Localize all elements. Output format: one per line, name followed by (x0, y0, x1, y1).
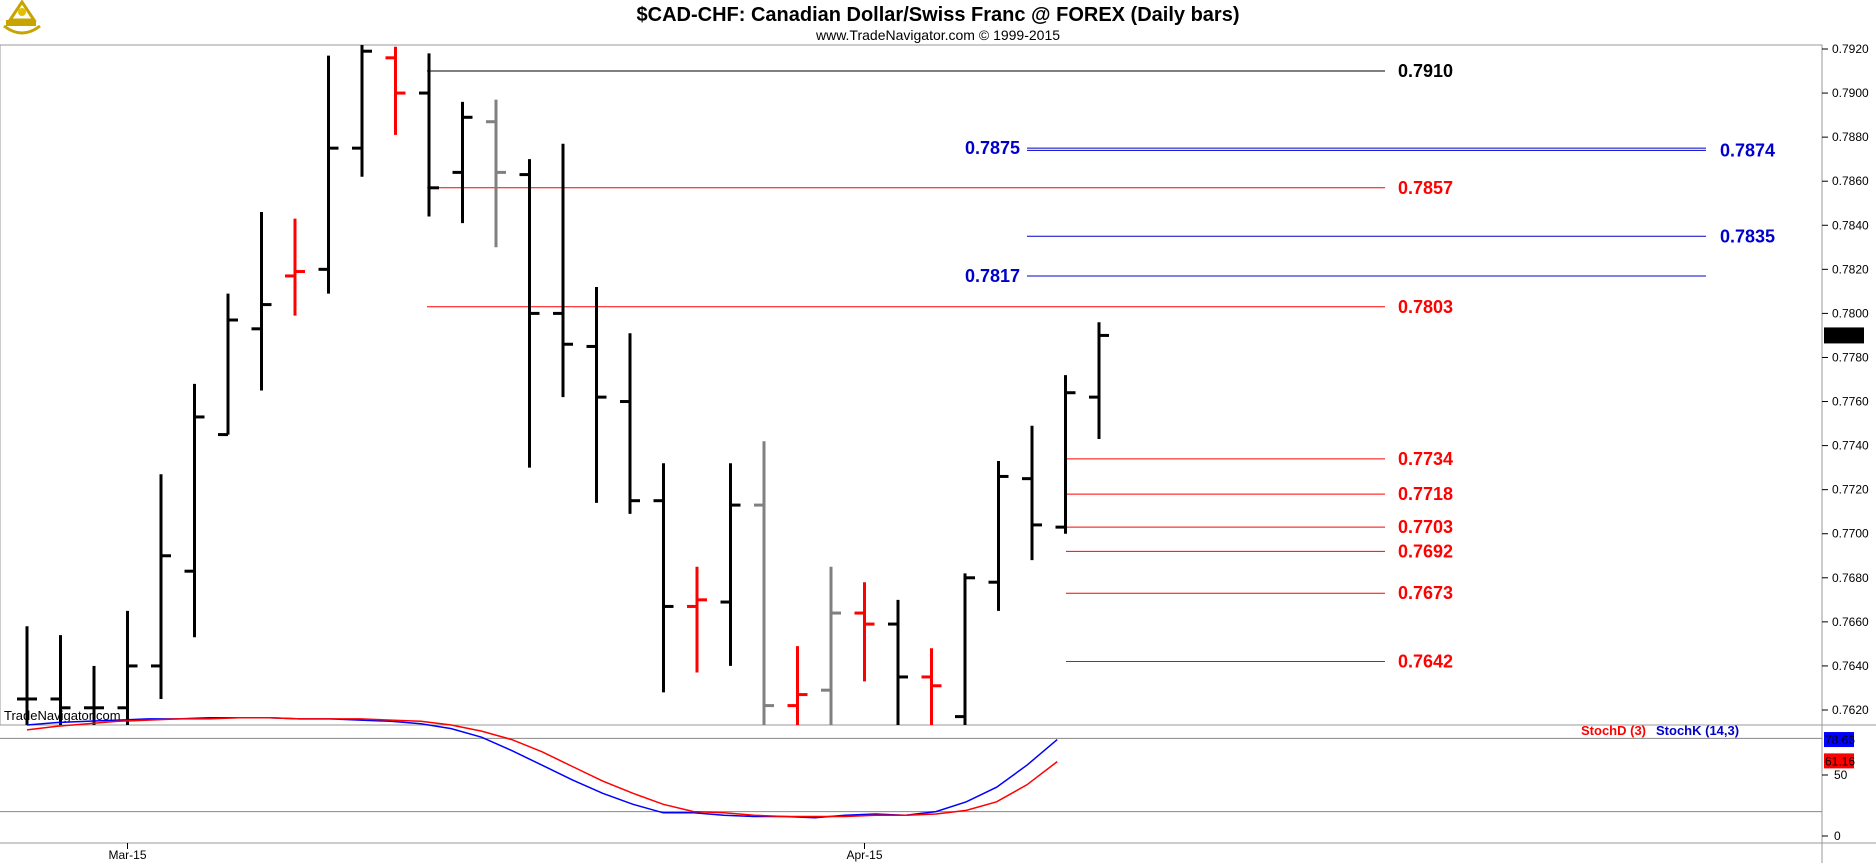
price-axis-label: 0.7680 (1832, 571, 1869, 585)
chart-subtitle: www.TradeNavigator.com © 1999-2015 (815, 27, 1060, 43)
level-label: 0.7642 (1398, 652, 1453, 672)
price-axis-label: 0.7780 (1832, 350, 1869, 364)
stoch-series-line (26, 716, 1058, 818)
x-axis-label: Apr-15 (846, 848, 882, 862)
ohlc-bar (1055, 375, 1076, 534)
price-axis-label: 0.7740 (1832, 439, 1869, 453)
ohlc-bar (720, 463, 741, 666)
price-bars (17, 45, 1109, 725)
ohlc-bar (687, 566, 707, 673)
ohlc-bar (184, 383, 205, 638)
legend-stochd: StochD (3) (1581, 723, 1646, 738)
stochd-value-label: 61.16 (1825, 754, 1855, 768)
ohlc-bar (854, 582, 875, 682)
price-axis-label: 0.7900 (1832, 86, 1869, 100)
price-panel-frame (0, 44, 1823, 726)
x-axis-label: Mar-15 (108, 848, 146, 862)
last-price-box (1824, 327, 1864, 344)
stoch-panel (0, 716, 1822, 819)
ohlc-bar (754, 441, 774, 725)
price-axis-label: 0.7760 (1832, 395, 1869, 409)
ohlc-bar (653, 463, 674, 693)
ohlc-bar (251, 212, 272, 391)
ohlc-bar (921, 648, 942, 725)
level-label: 0.7835 (1720, 226, 1775, 246)
ohlc-bar (218, 293, 238, 437)
ohlc-bar (1022, 425, 1042, 561)
level-label: 0.7857 (1398, 178, 1453, 198)
level-label: 0.7803 (1398, 297, 1453, 317)
ohlc-bar (821, 566, 841, 725)
ohlc-bar (84, 665, 104, 725)
price-axis-label: 0.7620 (1832, 703, 1869, 717)
price-axis-label: 0.7700 (1832, 527, 1869, 541)
stoch-series-line (26, 716, 1058, 819)
price-axis-label: 0.7720 (1832, 483, 1869, 497)
ohlc-bar (486, 99, 506, 248)
price-axis-label: 0.7800 (1832, 306, 1869, 320)
level-label: 0.7910 (1398, 61, 1453, 81)
fib-levels (427, 70, 1706, 663)
ohlc-bar (285, 218, 305, 316)
price-axis: 0.7620 0.7640 0.7660 0.7680 0.7700 0.7720 0.77… (1822, 42, 1869, 717)
ohlc-bar (50, 635, 71, 725)
ohlc-bar (419, 53, 439, 217)
price-axis-label: 0.7880 (1832, 130, 1869, 144)
ohlc-bar (117, 610, 138, 725)
ohlc-bar (988, 461, 1009, 611)
ohlc-bar (888, 599, 908, 725)
ohlc-bar (620, 333, 640, 514)
price-axis-label: 0.7920 (1832, 42, 1869, 56)
level-label: 0.7734 (1398, 449, 1453, 469)
ohlc-bar (955, 573, 975, 725)
ohlc-bar (151, 474, 171, 699)
price-axis-label: 0.7640 (1832, 659, 1869, 673)
price-axis-label: 0.7860 (1832, 174, 1869, 188)
ohlc-bar (519, 159, 540, 468)
price-axis-label: 0.7660 (1832, 615, 1869, 629)
level-label: 0.7874 (1720, 140, 1775, 160)
level-label: 0.7692 (1398, 541, 1453, 561)
stoch-axis: 0 50 78.66 61.16 (1822, 732, 1855, 843)
ohlc-bar (318, 55, 339, 294)
stoch-axis-label: 50 (1834, 768, 1848, 782)
watermark: TradeNavigator.com (4, 708, 121, 723)
stochk-value-box (1824, 732, 1854, 748)
ohlc-bar (586, 286, 607, 503)
level-label: 0.7718 (1398, 484, 1453, 504)
ohlc-bar (1089, 322, 1109, 439)
stochk-value-label: 78.66 (1825, 733, 1855, 747)
ohlc-bar (385, 46, 406, 135)
price-axis-label: 0.7820 (1832, 262, 1869, 276)
level-label: 0.7817 (965, 266, 1020, 286)
stoch-axis-label: 0 (1834, 829, 1841, 843)
last-price-label: 0.7790 (1826, 328, 1863, 342)
ohlc-bar (17, 626, 37, 725)
level-label: 0.7703 (1398, 517, 1453, 537)
level-label: 0.7673 (1398, 583, 1453, 603)
price-axis-label: 0.7840 (1832, 218, 1869, 232)
ohlc-bar (352, 45, 372, 177)
ohlc-bar (553, 143, 573, 398)
ohlc-bar (452, 101, 473, 224)
logo-sextant-icon (3, 0, 41, 35)
level-label: 0.7875 (965, 138, 1020, 158)
x-axis: Mar-15 Apr-15 (108, 843, 883, 862)
stochd-value-box (1824, 753, 1854, 769)
chart-title: $CAD-CHF: Canadian Dollar/Swiss Franc @ … (637, 4, 1240, 26)
ohlc-bar (787, 646, 808, 725)
legend-stochk: StochK (14,3) (1656, 723, 1739, 738)
